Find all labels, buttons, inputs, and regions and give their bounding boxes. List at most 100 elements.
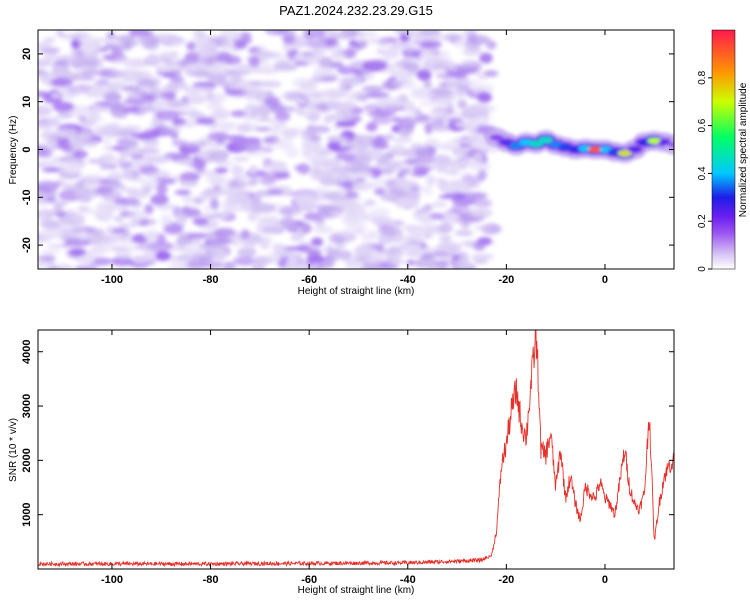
noise-blob [413, 108, 422, 115]
noise-blob [355, 153, 372, 166]
noise-blob [38, 105, 53, 117]
noise-blob [377, 233, 392, 245]
noise-blob [361, 59, 388, 72]
noise-blob [292, 245, 311, 252]
noise-blob [146, 94, 156, 102]
noise-blob [392, 220, 405, 226]
colorbar-tick-label: 0.4 [697, 166, 708, 180]
noise-blob [424, 185, 433, 196]
noise-blob [436, 163, 448, 174]
noise-blob [176, 211, 189, 223]
noise-blob [404, 103, 416, 113]
noise-blob [303, 30, 326, 39]
figure-title: PAZ1.2024.232.23.29.G15 [279, 3, 433, 18]
noise-blob [194, 86, 216, 92]
noise-blob [135, 70, 152, 80]
noise-blob [457, 67, 479, 74]
noise-blob [457, 99, 468, 109]
noise-blob [38, 230, 65, 239]
noise-blob [414, 35, 424, 44]
noise-blob [74, 187, 93, 197]
noise-blob [431, 87, 455, 100]
noise-blob [225, 191, 250, 200]
noise-blob [295, 93, 322, 98]
noise-blob [454, 122, 475, 128]
noise-blob [248, 165, 258, 174]
noise-blob [180, 246, 203, 255]
noise-blob [438, 194, 457, 199]
noise-blob [232, 156, 250, 162]
snr-x-axis-label: Height of straight line (km) [298, 585, 415, 596]
noise-blob [198, 243, 218, 249]
noise-blob [410, 91, 437, 100]
noise-blob [38, 47, 61, 54]
noise-blob [80, 174, 106, 182]
noise-blob [398, 167, 411, 176]
noise-blob [378, 249, 403, 254]
noise-blob [69, 57, 95, 68]
x-tick-label: 0 [602, 574, 608, 586]
noise-blob [100, 73, 119, 78]
noise-blob [332, 135, 349, 141]
noise-blob [364, 199, 377, 206]
noise-blob [344, 48, 357, 59]
noise-blob [113, 215, 124, 223]
noise-blob [206, 65, 219, 74]
noise-blob [385, 163, 398, 170]
colorbar-label: Normalized spectral amplitude [738, 82, 749, 217]
noise-blob [123, 60, 147, 68]
noise-blob [101, 126, 123, 138]
noise-blob [92, 104, 103, 111]
noise-blob [365, 256, 385, 264]
signal-core [529, 140, 543, 147]
noise-blob [208, 36, 228, 41]
noise-blob [231, 76, 243, 82]
noise-blob [225, 78, 251, 90]
colorbar-gradient [711, 29, 736, 270]
noise-blob [292, 210, 302, 217]
noise-blob [473, 198, 493, 208]
noise-blob [136, 79, 156, 88]
colorbar-ticks: 0 0.2 0.4 0.6 0.8 [697, 70, 712, 272]
noise-blob [144, 30, 155, 38]
noise-blob [372, 216, 394, 226]
noise-blob [251, 106, 272, 116]
noise-blob [429, 111, 443, 117]
noise-blob [150, 194, 169, 206]
noise-blob [301, 51, 314, 58]
noise-blob [353, 245, 372, 257]
noise-blob [170, 258, 192, 267]
noise-blob [187, 60, 197, 73]
noise-blob [118, 222, 141, 228]
noise-blob [60, 33, 83, 40]
noise-blob [216, 52, 233, 63]
noise-blob [390, 258, 405, 265]
noise-blob [348, 62, 361, 67]
noise-blob [247, 80, 265, 87]
noise-blob [110, 80, 129, 85]
noise-blob [444, 71, 468, 78]
noise-blob [116, 158, 126, 164]
noise-blob [84, 118, 99, 124]
noise-blob [52, 101, 73, 112]
noise-blob [79, 131, 91, 142]
noise-blob [245, 95, 258, 101]
noise-blob [415, 153, 435, 165]
noise-blob [77, 36, 104, 45]
colorbar-tick-label: 0 [697, 266, 708, 272]
noise-blob [378, 96, 403, 103]
noise-blob [264, 30, 290, 36]
noise-blob [198, 150, 208, 160]
noise-blob [215, 161, 234, 166]
noise-blob [312, 225, 334, 234]
signal-core [667, 141, 674, 148]
noise-blob [419, 30, 442, 36]
noise-blob [214, 122, 239, 127]
noise-blob [121, 125, 142, 132]
snr-y-ticks: 1000 2000 3000 4000 [21, 339, 674, 527]
noise-blob [72, 150, 88, 159]
noise-blob [90, 84, 109, 97]
noise-blob [206, 231, 217, 242]
x-tick-label: -40 [400, 274, 416, 286]
noise-blob [38, 255, 56, 263]
